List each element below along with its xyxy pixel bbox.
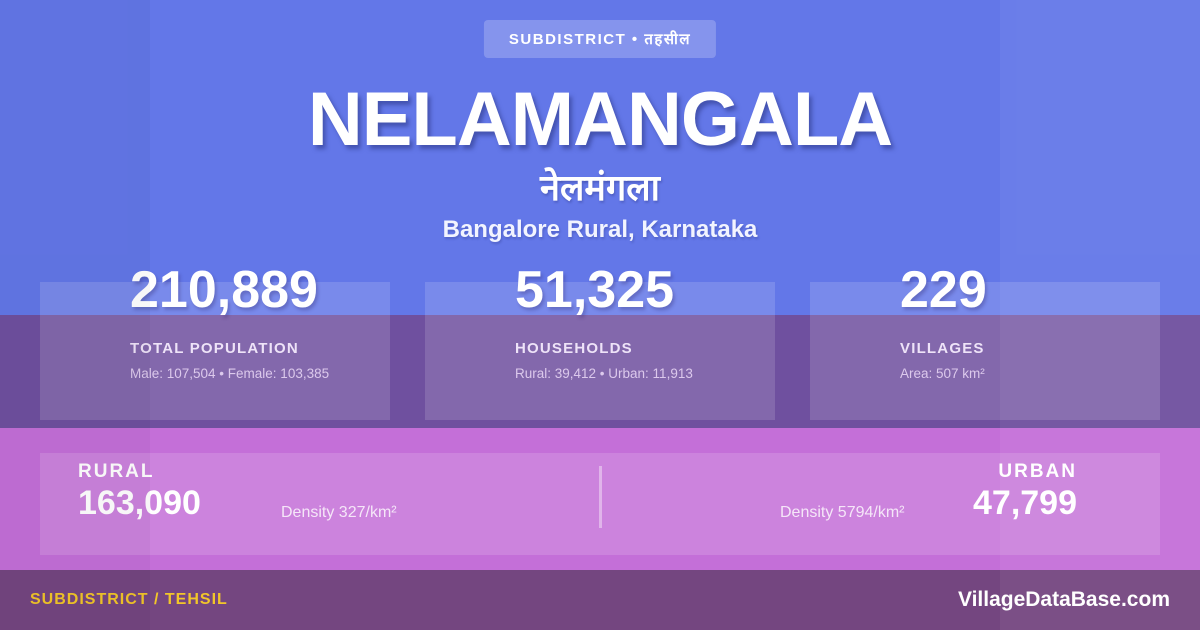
stat-value: 229 [900,261,987,319]
page-title: NELAMANGALA [307,77,893,162]
rural-stat-block: RURAL 163,090 [78,461,201,522]
footer-type-label: SUBDISTRICT / TEHSIL [30,591,228,608]
stat-detail: Area: 507 km² [900,366,985,381]
stats-band [0,315,1200,428]
urban-label: URBAN [998,461,1077,482]
stat-label: HOUSEHOLDS [515,340,633,357]
rural-urban-band [0,428,1200,570]
urban-value: 47,799 [973,483,1077,522]
stat-label: VILLAGES [900,340,985,357]
split-divider [599,466,602,528]
stat-detail: Rural: 39,412 • Urban: 11,913 [515,366,693,381]
stat-card-villages: 229 VILLAGES Area: 507 km² [810,264,1160,420]
stat-card-total-population: 210,889 TOTAL POPULATION Male: 107,504 •… [40,264,390,420]
location-subtitle: Bangalore Rural, Karnataka [442,216,758,243]
rural-density: Density 327/km² [281,504,397,521]
rural-label: RURAL [78,461,155,482]
stat-card-households: 51,325 HOUSEHOLDS Rural: 39,412 • Urban:… [425,264,775,420]
rural-urban-card [40,453,1160,555]
stat-value: 51,325 [515,261,675,319]
stat-detail: Male: 107,504 • Female: 103,385 [130,366,330,381]
footer-bar: SUBDISTRICT / TEHSIL VillageDataBase.com [0,570,1200,630]
page-title-native: नेलमंगला [540,167,660,208]
urban-density: Density 5794/km² [780,504,905,521]
rural-value: 163,090 [78,483,201,522]
urban-stat-block: URBAN 47,799 [973,461,1077,522]
type-badge: SUBDISTRICT • तहसील [483,20,717,58]
type-badge-label: SUBDISTRICT • तहसील [508,31,692,48]
footer-brand: VillageDataBase.com [957,588,1170,611]
stat-value: 210,889 [130,261,318,319]
stat-label: TOTAL POPULATION [130,340,299,357]
